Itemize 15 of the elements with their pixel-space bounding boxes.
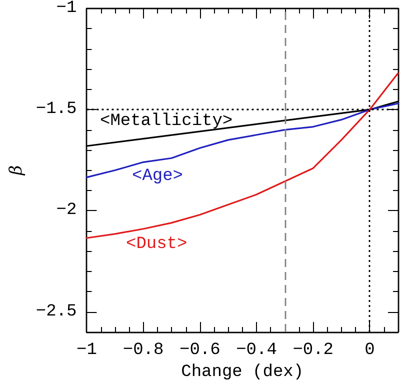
x-tick-label: −0.6 <box>180 341 220 360</box>
series-label: <Dust> <box>126 235 188 254</box>
series-label: <Metallicity> <box>100 112 233 131</box>
series-label: <Age> <box>132 167 184 186</box>
x-tick-label: −0.8 <box>122 341 164 360</box>
x-axis-title: Change (dex) <box>181 363 304 382</box>
x-tick-label: −1 <box>76 341 97 360</box>
y-tick-label: −2.5 <box>36 302 77 322</box>
y-tick-label: −2 <box>56 201 77 220</box>
y-axis-title: β <box>6 165 26 176</box>
y-tick-label: −1 <box>56 0 77 18</box>
x-tick-label: −0.2 <box>292 341 334 360</box>
x-tick-label: −0.4 <box>236 341 277 360</box>
y-tick-label: −1.5 <box>36 100 77 120</box>
x-tick-label: 0 <box>364 341 375 360</box>
